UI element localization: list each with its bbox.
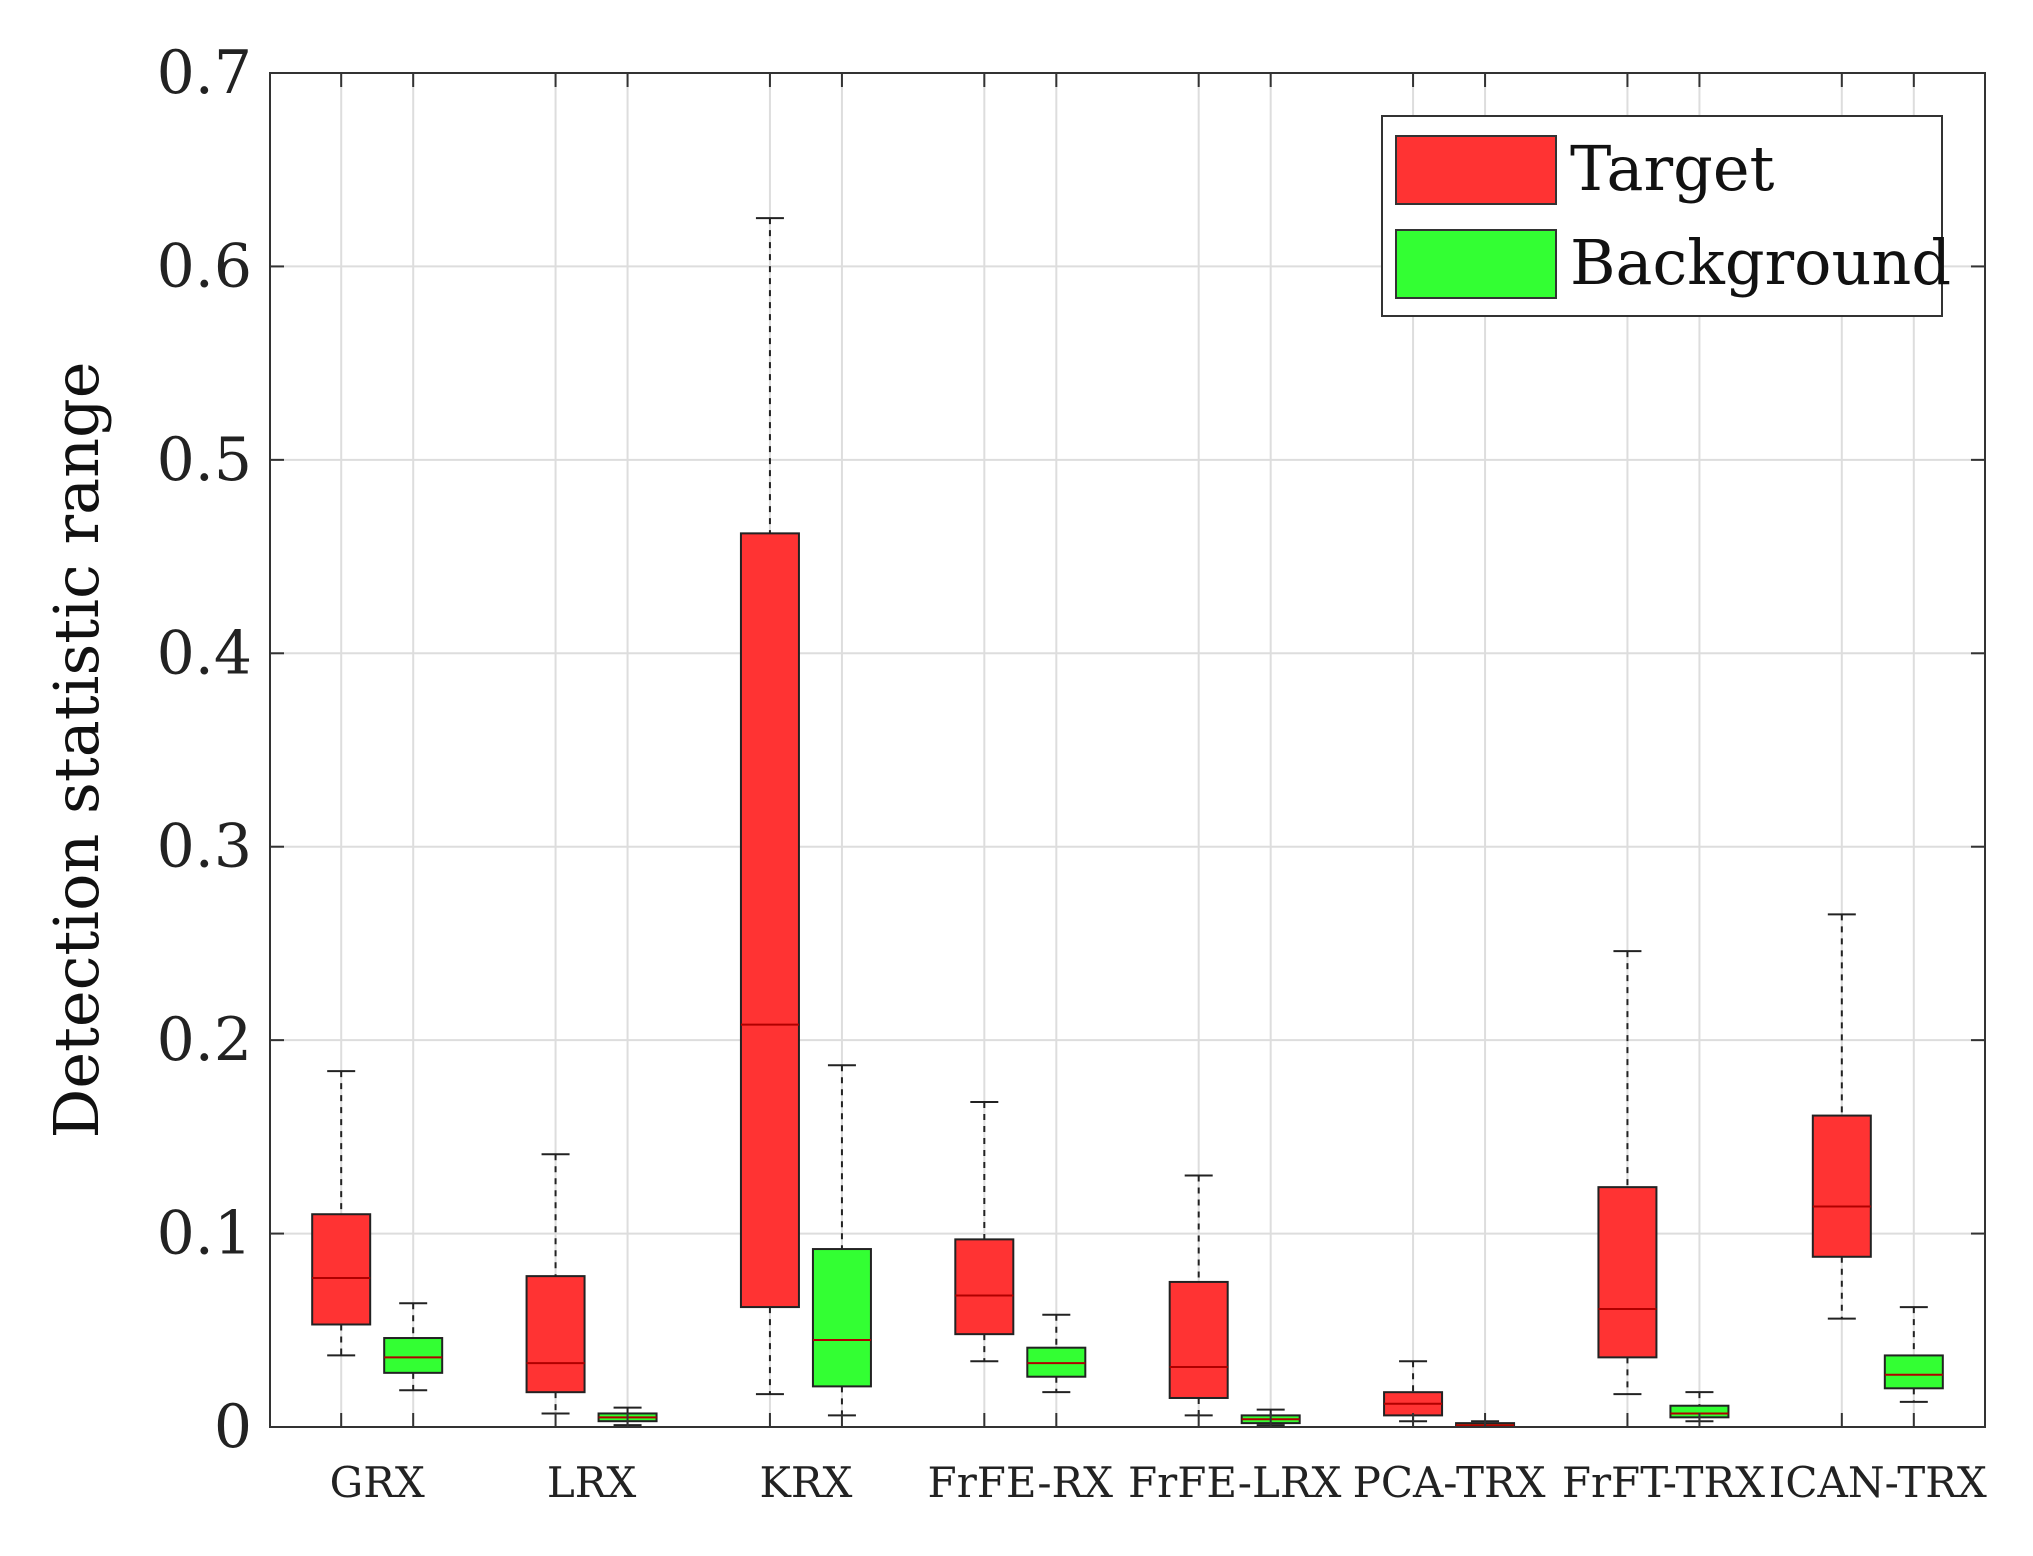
box-target-ican-trx (1811, 913, 1872, 1320)
y-tick-label: 0.6 (157, 231, 252, 301)
legend: Target Background (1381, 115, 1951, 317)
iqr-box (1597, 1186, 1658, 1359)
y-tick-label: 0.4 (157, 618, 252, 688)
y-tick-label: 0.2 (157, 1005, 252, 1075)
iqr-box (1811, 1114, 1872, 1258)
legend-swatch-target (1395, 135, 1557, 205)
iqr-box (811, 1248, 872, 1388)
iqr-box (383, 1337, 444, 1374)
box-target-frfe-rx (954, 1101, 1015, 1363)
iqr-box (311, 1213, 372, 1326)
y-tick-label: 0 (214, 1392, 252, 1462)
x-category-label: LRX (547, 1458, 637, 1507)
box-target-grx (311, 1070, 372, 1357)
box-background-frfe-rx (1026, 1313, 1087, 1394)
y-tick-label: 0.7 (157, 38, 252, 108)
legend-swatch-background (1395, 229, 1557, 299)
x-category-label: FrFE-RX (928, 1458, 1114, 1507)
x-category-label: ICAN-TRX (1769, 1458, 1987, 1507)
iqr-box (525, 1275, 586, 1394)
legend-label-target: Target (1570, 132, 1775, 205)
x-category-label: FrFE-LRX (1128, 1458, 1342, 1507)
y-tick-label: 0.3 (157, 812, 252, 882)
x-category-label: PCA-TRX (1353, 1458, 1546, 1507)
plot-frame (269, 72, 1986, 1428)
y-tick-label: 0.1 (157, 1199, 252, 1269)
y-tick-label: 0.5 (157, 425, 252, 495)
boxes (311, 217, 1944, 1428)
box-target-pca-trx (1383, 1360, 1444, 1423)
box-target-krx (739, 217, 800, 1396)
box-background-grx (383, 1302, 444, 1392)
iqr-box (1168, 1280, 1229, 1399)
x-category-label: GRX (330, 1458, 425, 1507)
tick-labels: 0 0.1 0.2 0.3 0.4 0.5 0.6 0.7 GRX LRX KRX FrFE-RX Fr… (157, 38, 1987, 1507)
iqr-box (954, 1238, 1015, 1336)
legend-label-background: Background (1570, 226, 1951, 299)
box-target-lrx (525, 1153, 586, 1415)
iqr-box (739, 532, 800, 1309)
box-background-ican-trx (1883, 1306, 1944, 1403)
box-background-krx (811, 1064, 872, 1417)
y-axis-title: Detection statistic range (40, 362, 113, 1139)
iqr-box (1883, 1354, 1944, 1390)
x-category-label: KRX (759, 1458, 852, 1507)
x-category-label: FrFT-TRX (1562, 1458, 1765, 1507)
box-target-frfe-lrx (1168, 1174, 1229, 1417)
box-target-frft-trx (1597, 950, 1658, 1396)
ticks (270, 72, 1985, 1428)
